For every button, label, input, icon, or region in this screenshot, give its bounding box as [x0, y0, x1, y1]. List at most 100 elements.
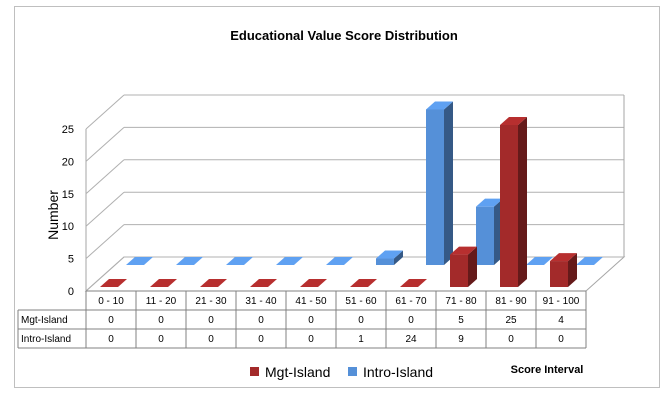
category-label: 11 - 20 — [146, 296, 177, 307]
bar-mgt-top — [100, 279, 127, 287]
gridline-side — [85, 159, 125, 195]
category-label: 51 - 60 — [345, 296, 377, 307]
table-cell: 0 — [108, 334, 114, 345]
bar-intro — [576, 257, 603, 265]
bar-intro — [276, 257, 303, 265]
bar-intro-top — [426, 101, 453, 110]
table-cell: 0 — [308, 334, 314, 345]
bar-intro-top — [476, 198, 503, 207]
bar-intro — [526, 257, 553, 265]
bar-intro — [326, 257, 353, 265]
category-label: 91 - 100 — [543, 296, 580, 307]
bar-intro-top — [526, 257, 553, 265]
category-label: 81 - 90 — [495, 296, 527, 307]
table-series-name: Intro-Island — [21, 334, 71, 345]
category-label: 41 - 50 — [295, 296, 327, 307]
bar-intro-side — [394, 250, 403, 265]
bar-mgt — [150, 279, 177, 287]
gridline-side — [85, 224, 125, 259]
bar-mgt-top — [200, 279, 227, 287]
table-cell: 0 — [308, 315, 314, 326]
y-axis: 0 5 10 15 20 25 — [62, 124, 74, 298]
legend-swatch — [250, 367, 259, 376]
bar-mgt-front — [450, 254, 468, 287]
table-cell: 0 — [358, 315, 364, 326]
data-table: 0 - 10 11 - 20 21 - 30 31 - 40 41 - 50 51 - 6… — [17, 290, 587, 349]
bar-mgt-top — [350, 279, 377, 287]
bar-mgt-side — [518, 117, 527, 287]
table-cell: 4 — [558, 315, 564, 326]
category-label: 31 - 40 — [245, 296, 277, 307]
table-cell: 9 — [458, 334, 464, 345]
bar-mgt — [450, 246, 477, 287]
y-axis-label: Number — [45, 190, 61, 240]
table-cell: 1 — [358, 334, 364, 345]
y-tick-label: 0 — [68, 286, 74, 298]
chart-frame — [14, 6, 660, 388]
bar-intro-top — [576, 257, 603, 265]
table-cell: 0 — [208, 334, 214, 345]
table-series-name: Mgt-Island — [21, 315, 68, 326]
table-cell: 0 — [258, 334, 264, 345]
table-cell: 0 — [408, 315, 414, 326]
bar-intro-top — [226, 257, 253, 265]
y-tick-label: 20 — [62, 156, 74, 168]
bar-mgt — [300, 279, 327, 287]
chart-bars — [100, 101, 603, 287]
table-cell: 24 — [405, 334, 417, 345]
y-tick-label: 10 — [62, 221, 74, 233]
bar-mgt — [100, 279, 127, 287]
bar-intro-front — [476, 206, 494, 265]
bar-mgt-top — [500, 117, 527, 125]
bar-mgt — [250, 279, 277, 287]
legend: Mgt-Island Intro-Island — [250, 364, 433, 380]
bar-intro-side — [444, 101, 453, 265]
bar-mgt-side — [568, 253, 577, 287]
bar-mgt-top — [550, 253, 577, 262]
y-tick-label: 15 — [62, 189, 74, 201]
bar-mgt-front — [500, 125, 518, 287]
table-cell: 0 — [208, 315, 214, 326]
legend-label: Mgt-Island — [265, 364, 330, 380]
bar-mgt-side — [468, 246, 477, 287]
bar-intro-top — [176, 257, 203, 265]
table-cell: 25 — [505, 315, 517, 326]
y-tick-label: 25 — [62, 124, 74, 136]
bar-intro — [226, 257, 253, 265]
table-cell: 0 — [158, 334, 164, 345]
bar-mgt-top — [450, 246, 477, 255]
gridline-side — [85, 191, 125, 227]
table-cell: 5 — [458, 315, 464, 326]
bar-intro-top — [126, 257, 153, 265]
bar-intro — [126, 257, 153, 265]
category-label: 21 - 30 — [195, 296, 227, 307]
category-label: 71 - 80 — [445, 296, 477, 307]
y-tick-label: 5 — [68, 254, 74, 266]
bar-intro-top — [376, 250, 403, 259]
gridline-side — [85, 256, 125, 292]
bar-intro — [476, 198, 503, 265]
bar-intro-front — [426, 109, 444, 265]
gridline-side — [85, 94, 125, 130]
chart-title: Educational Value Score Distribution — [230, 28, 458, 43]
bar-intro — [426, 101, 453, 265]
bar-mgt-top — [300, 279, 327, 287]
table-cell: 0 — [558, 334, 564, 345]
bar-mgt — [200, 279, 227, 287]
bar-mgt — [400, 279, 427, 287]
table-cell: 0 — [158, 315, 164, 326]
bar-intro-top — [326, 257, 353, 265]
bar-mgt — [550, 253, 577, 287]
bar-intro — [376, 250, 403, 265]
bar-intro — [176, 257, 203, 265]
x-axis-label: Score Interval — [511, 364, 584, 376]
table-cell: 0 — [508, 334, 514, 345]
bar-intro-front — [376, 258, 394, 265]
bar-mgt — [350, 279, 377, 287]
bar-mgt-top — [400, 279, 427, 287]
table-cell: 0 — [108, 315, 114, 326]
bar-mgt-top — [250, 279, 277, 287]
category-label: 61 - 70 — [395, 296, 427, 307]
legend-label: Intro-Island — [363, 364, 433, 380]
